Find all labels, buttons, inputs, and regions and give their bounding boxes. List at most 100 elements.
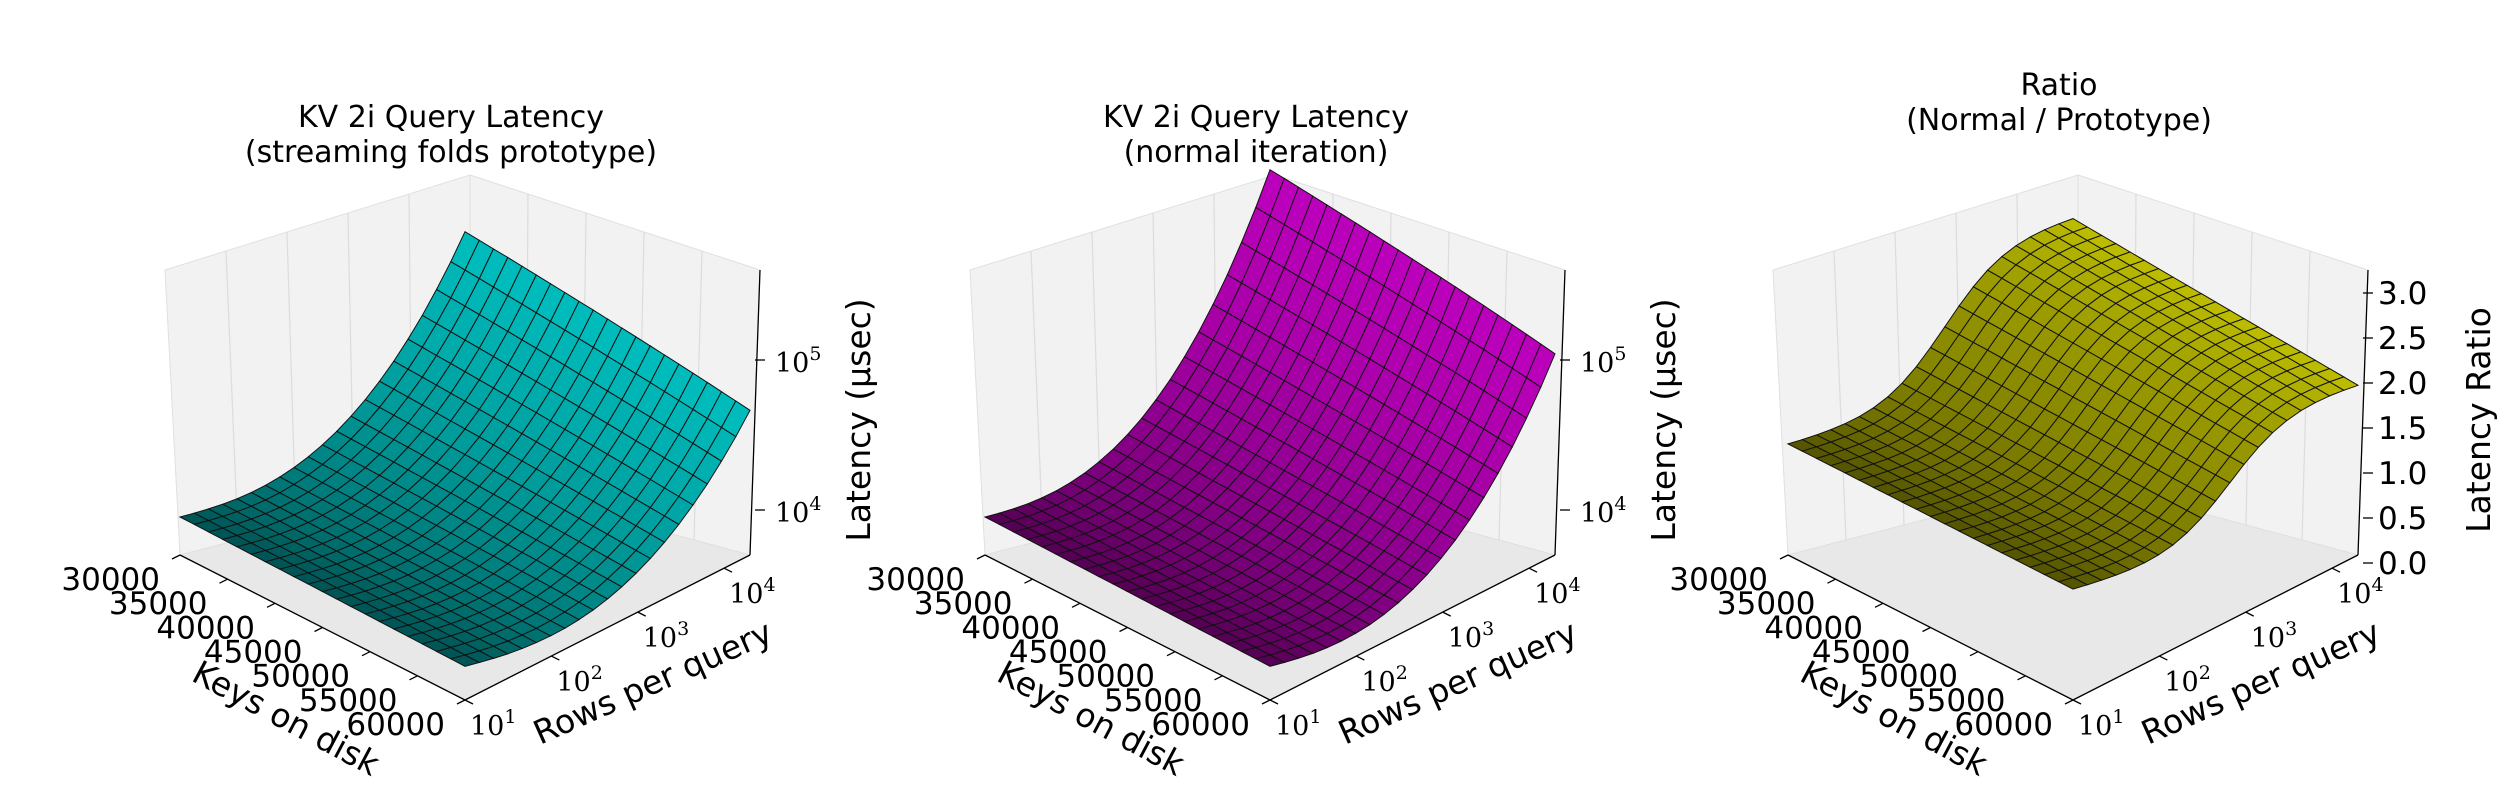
x-tick-label: 55000	[1104, 683, 1203, 719]
x-tick-mark	[361, 651, 371, 657]
x-tick-label: 30000	[61, 562, 160, 598]
x-tick-label: 35000	[914, 586, 1013, 622]
y-tick-label: 101	[2078, 706, 2124, 742]
y-tick-mark	[723, 567, 733, 573]
gridline	[1833, 250, 1847, 541]
x-tick-label: 55000	[299, 683, 398, 719]
y-tick-mark	[2159, 655, 2168, 661]
z-tick-label: 105	[775, 343, 821, 379]
gridline	[225, 250, 239, 541]
z-tick-label: 1.5	[2378, 411, 2427, 447]
chart-subtitle: (streaming folds prototype)	[245, 135, 657, 170]
x-tick-mark	[1214, 675, 1223, 681]
y-tick-mark	[1528, 567, 1538, 573]
x-tick-label: 60000	[346, 707, 445, 743]
x-tick-mark	[1827, 578, 1836, 584]
y-axis-line	[1269, 554, 1556, 701]
x-tick-mark	[1166, 651, 1176, 657]
x-tick-label: 30000	[866, 562, 965, 598]
x-tick-label: 45000	[1009, 635, 1108, 671]
x-tick-mark	[1024, 578, 1033, 584]
x-tick-label: 60000	[1151, 707, 1250, 743]
z-tick-label: 104	[1580, 493, 1626, 529]
x-tick-mark	[1119, 626, 1128, 633]
surface-1	[178, 230, 751, 667]
x-tick-label: 35000	[1717, 586, 1816, 622]
x-tick-label: 40000	[961, 610, 1060, 646]
x-tick-label: 50000	[1056, 659, 1155, 695]
y-tick-mark	[2245, 611, 2255, 617]
chart-subtitle: (Normal / Prototype)	[1906, 103, 2212, 138]
x-tick-mark	[219, 578, 228, 584]
y-axis-line	[2072, 554, 2359, 701]
y-tick-mark	[1442, 611, 1452, 617]
y-tick-mark	[464, 699, 474, 705]
chart-subtitle: (normal iteration)	[1124, 135, 1389, 170]
z-axis-label: Latency (μsec)	[839, 298, 878, 541]
y-tick-label: 104	[1534, 574, 1580, 610]
y-tick-mark	[1269, 699, 1279, 705]
z-axis-label: Latency (μsec)	[1644, 298, 1683, 541]
x-tick-label: 45000	[204, 635, 303, 671]
y-axis-line	[464, 554, 751, 701]
surface-patch	[2057, 576, 2089, 590]
z-tick-label: 0.0	[2378, 546, 2427, 582]
x-tick-label: 55000	[1907, 683, 2006, 719]
chart-title: Ratio	[2020, 68, 2097, 103]
x-tick-mark	[2064, 699, 2074, 705]
x-tick-mark	[1071, 602, 1081, 608]
z-tick-label: 105	[1580, 343, 1626, 379]
x-tick-label: 50000	[1859, 659, 1958, 695]
x-tick-mark	[1874, 602, 1884, 608]
y-tick-mark	[2331, 567, 2341, 573]
surface-patch	[449, 654, 481, 667]
x-tick-label: 35000	[109, 586, 208, 622]
x-tick-mark	[409, 675, 418, 681]
y-tick-mark	[637, 611, 647, 617]
surface-patch	[1254, 654, 1286, 667]
gridline	[1030, 250, 1044, 541]
y-tick-label: 104	[2337, 574, 2383, 610]
x-tick-label: 45000	[1812, 635, 1911, 671]
z-tick-label: 2.0	[2378, 366, 2427, 402]
y-tick-label: 101	[1275, 706, 1321, 742]
y-tick-mark	[551, 655, 560, 661]
y-tick-label: 104	[729, 574, 775, 610]
x-tick-mark	[976, 554, 986, 560]
z-tick-label: 0.5	[2378, 501, 2427, 537]
x-tick-label: 60000	[1954, 707, 2053, 743]
z-tick-label: 3.0	[2378, 276, 2427, 312]
x-tick-label: 30000	[1669, 562, 1768, 598]
x-tick-mark	[1922, 626, 1931, 633]
z-axis-line	[749, 269, 761, 556]
z-axis-line	[2357, 269, 2369, 556]
z-axis-line	[1554, 269, 1566, 556]
x-tick-label: 40000	[156, 610, 255, 646]
z-tick-label: 1.0	[2378, 456, 2427, 492]
y-tick-label: 103	[1448, 618, 1494, 654]
x-tick-mark	[171, 554, 181, 560]
y-tick-mark	[2072, 699, 2082, 705]
x-tick-label: 40000	[1764, 610, 1863, 646]
chart-title: KV 2i Query Latency	[1103, 100, 1409, 135]
x-tick-mark	[266, 602, 276, 608]
surface-2	[983, 168, 1556, 667]
x-tick-mark	[456, 699, 466, 705]
y-tick-mark	[1356, 655, 1365, 661]
x-tick-mark	[1779, 554, 1789, 560]
z-tick-label: 104	[775, 493, 821, 529]
z-tick-label: 2.5	[2378, 321, 2427, 357]
y-tick-label: 101	[470, 706, 516, 742]
x-tick-mark	[1969, 651, 1979, 657]
chart-title: KV 2i Query Latency	[298, 100, 604, 135]
x-tick-mark	[314, 626, 323, 633]
z-axis-label: Latency Ratio	[2459, 307, 2498, 533]
x-tick-mark	[2017, 675, 2026, 681]
x-tick-label: 50000	[251, 659, 350, 695]
x-tick-mark	[1261, 699, 1271, 705]
surface-3	[1786, 218, 2360, 590]
